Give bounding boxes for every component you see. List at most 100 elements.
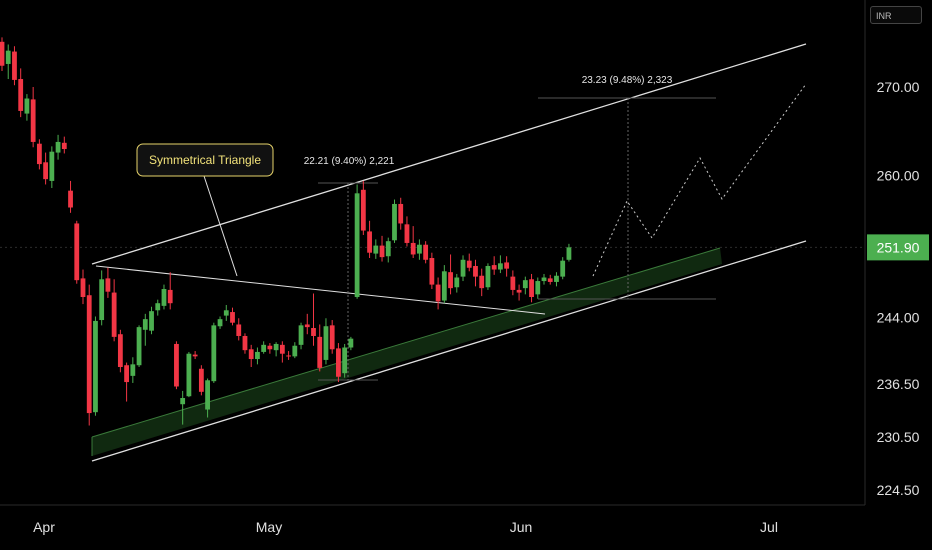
candle-body <box>105 278 111 292</box>
candle-body <box>86 295 92 414</box>
candle-body <box>68 190 73 208</box>
candle-body <box>142 319 148 330</box>
callout-pointer <box>203 175 238 277</box>
x-tick-label: May <box>256 519 282 535</box>
upper-trendline <box>91 43 807 265</box>
candle-body <box>554 275 559 282</box>
x-tick-label: Jun <box>510 519 533 535</box>
candle-body <box>130 364 136 376</box>
last-price-badge <box>867 234 929 261</box>
candle-body <box>410 242 416 255</box>
candle-body <box>261 344 267 352</box>
candle-body <box>485 265 491 288</box>
y-tick-label: 270.00 <box>877 79 920 95</box>
candle-body <box>61 142 67 150</box>
candle-body <box>117 334 123 367</box>
candle-body <box>398 203 404 224</box>
candle-body <box>43 162 49 180</box>
candle-body <box>36 143 42 165</box>
candle-body <box>454 277 460 288</box>
candle-body <box>99 279 105 321</box>
candle-body <box>74 223 80 281</box>
candle-body <box>479 275 485 289</box>
y-tick-label: 244.00 <box>877 309 920 325</box>
candle-body <box>435 284 441 302</box>
candle-body <box>560 260 566 277</box>
y-tick-label: 236.50 <box>877 376 920 392</box>
callout-label: Symmetrical Triangle <box>149 153 261 167</box>
candle-body <box>292 345 298 357</box>
candle-body <box>5 50 11 64</box>
y-tick-label: 260.00 <box>877 168 920 184</box>
candle-body <box>529 279 534 297</box>
candle-body <box>547 278 553 282</box>
candle-body <box>336 348 341 377</box>
candle-body <box>0 41 5 66</box>
currency-button[interactable]: INR <box>870 6 922 24</box>
candle-body <box>205 380 210 410</box>
candle-body <box>473 265 478 277</box>
candle-body <box>385 241 391 257</box>
candle-body <box>198 368 204 392</box>
channel-band-edge <box>91 247 721 438</box>
x-tick-label: Apr <box>33 519 55 535</box>
candle-body <box>242 335 248 351</box>
candle-body <box>124 365 129 383</box>
candle-body <box>541 277 547 282</box>
candle-body <box>298 325 304 345</box>
candle-body <box>248 349 254 360</box>
candle-body <box>342 347 348 374</box>
callout-box <box>136 143 274 177</box>
candle-body <box>55 141 61 153</box>
candle-body <box>217 319 223 327</box>
candle-body <box>510 276 516 290</box>
candle-body <box>136 327 142 366</box>
candle-body <box>111 292 117 337</box>
candle-body <box>255 351 260 360</box>
candle-body <box>404 224 410 243</box>
candle-body <box>192 354 198 357</box>
candle-body <box>12 51 17 80</box>
last-price-label: 251.90 <box>877 239 920 255</box>
candle-body <box>441 271 447 301</box>
candle-body <box>267 345 273 350</box>
candle-body <box>516 289 522 293</box>
candle-body <box>498 263 503 270</box>
candle-body <box>273 343 279 351</box>
y-tick-label: 224.50 <box>877 482 920 498</box>
candle-body <box>49 151 55 181</box>
candle-body <box>80 278 86 297</box>
measure-2-label: 23.23 (9.48%) 2,323 <box>582 75 673 86</box>
candle-body <box>230 312 235 323</box>
y-tick-label: 230.50 <box>877 429 920 445</box>
candle-body <box>186 353 192 397</box>
candle-body <box>392 203 397 241</box>
candle-body <box>211 325 217 382</box>
candle-body <box>360 189 366 231</box>
candle-body <box>373 245 379 254</box>
candle-body <box>522 280 528 289</box>
candle-body <box>174 343 179 387</box>
candle-body <box>24 98 30 114</box>
candle-body <box>223 310 229 316</box>
candle-body <box>167 289 173 304</box>
channel-band <box>92 248 722 456</box>
candle-body <box>423 244 429 260</box>
candle-body <box>161 289 167 306</box>
candle-body <box>317 336 323 368</box>
candle-body <box>354 193 360 297</box>
candle-body <box>323 326 329 360</box>
measure-1-label: 22.21 (9.40%) 2,221 <box>304 156 395 167</box>
callout-symmetrical-triangle: Symmetrical Triangle <box>136 143 274 277</box>
candle-body <box>149 311 154 331</box>
candle-body <box>429 258 435 285</box>
lower-trendline <box>91 240 807 462</box>
candle-body <box>30 99 36 142</box>
candle-body <box>279 344 285 354</box>
candle-body <box>504 262 510 269</box>
projection-path <box>592 83 807 277</box>
candle-body <box>348 338 354 348</box>
candle-body <box>367 231 372 253</box>
